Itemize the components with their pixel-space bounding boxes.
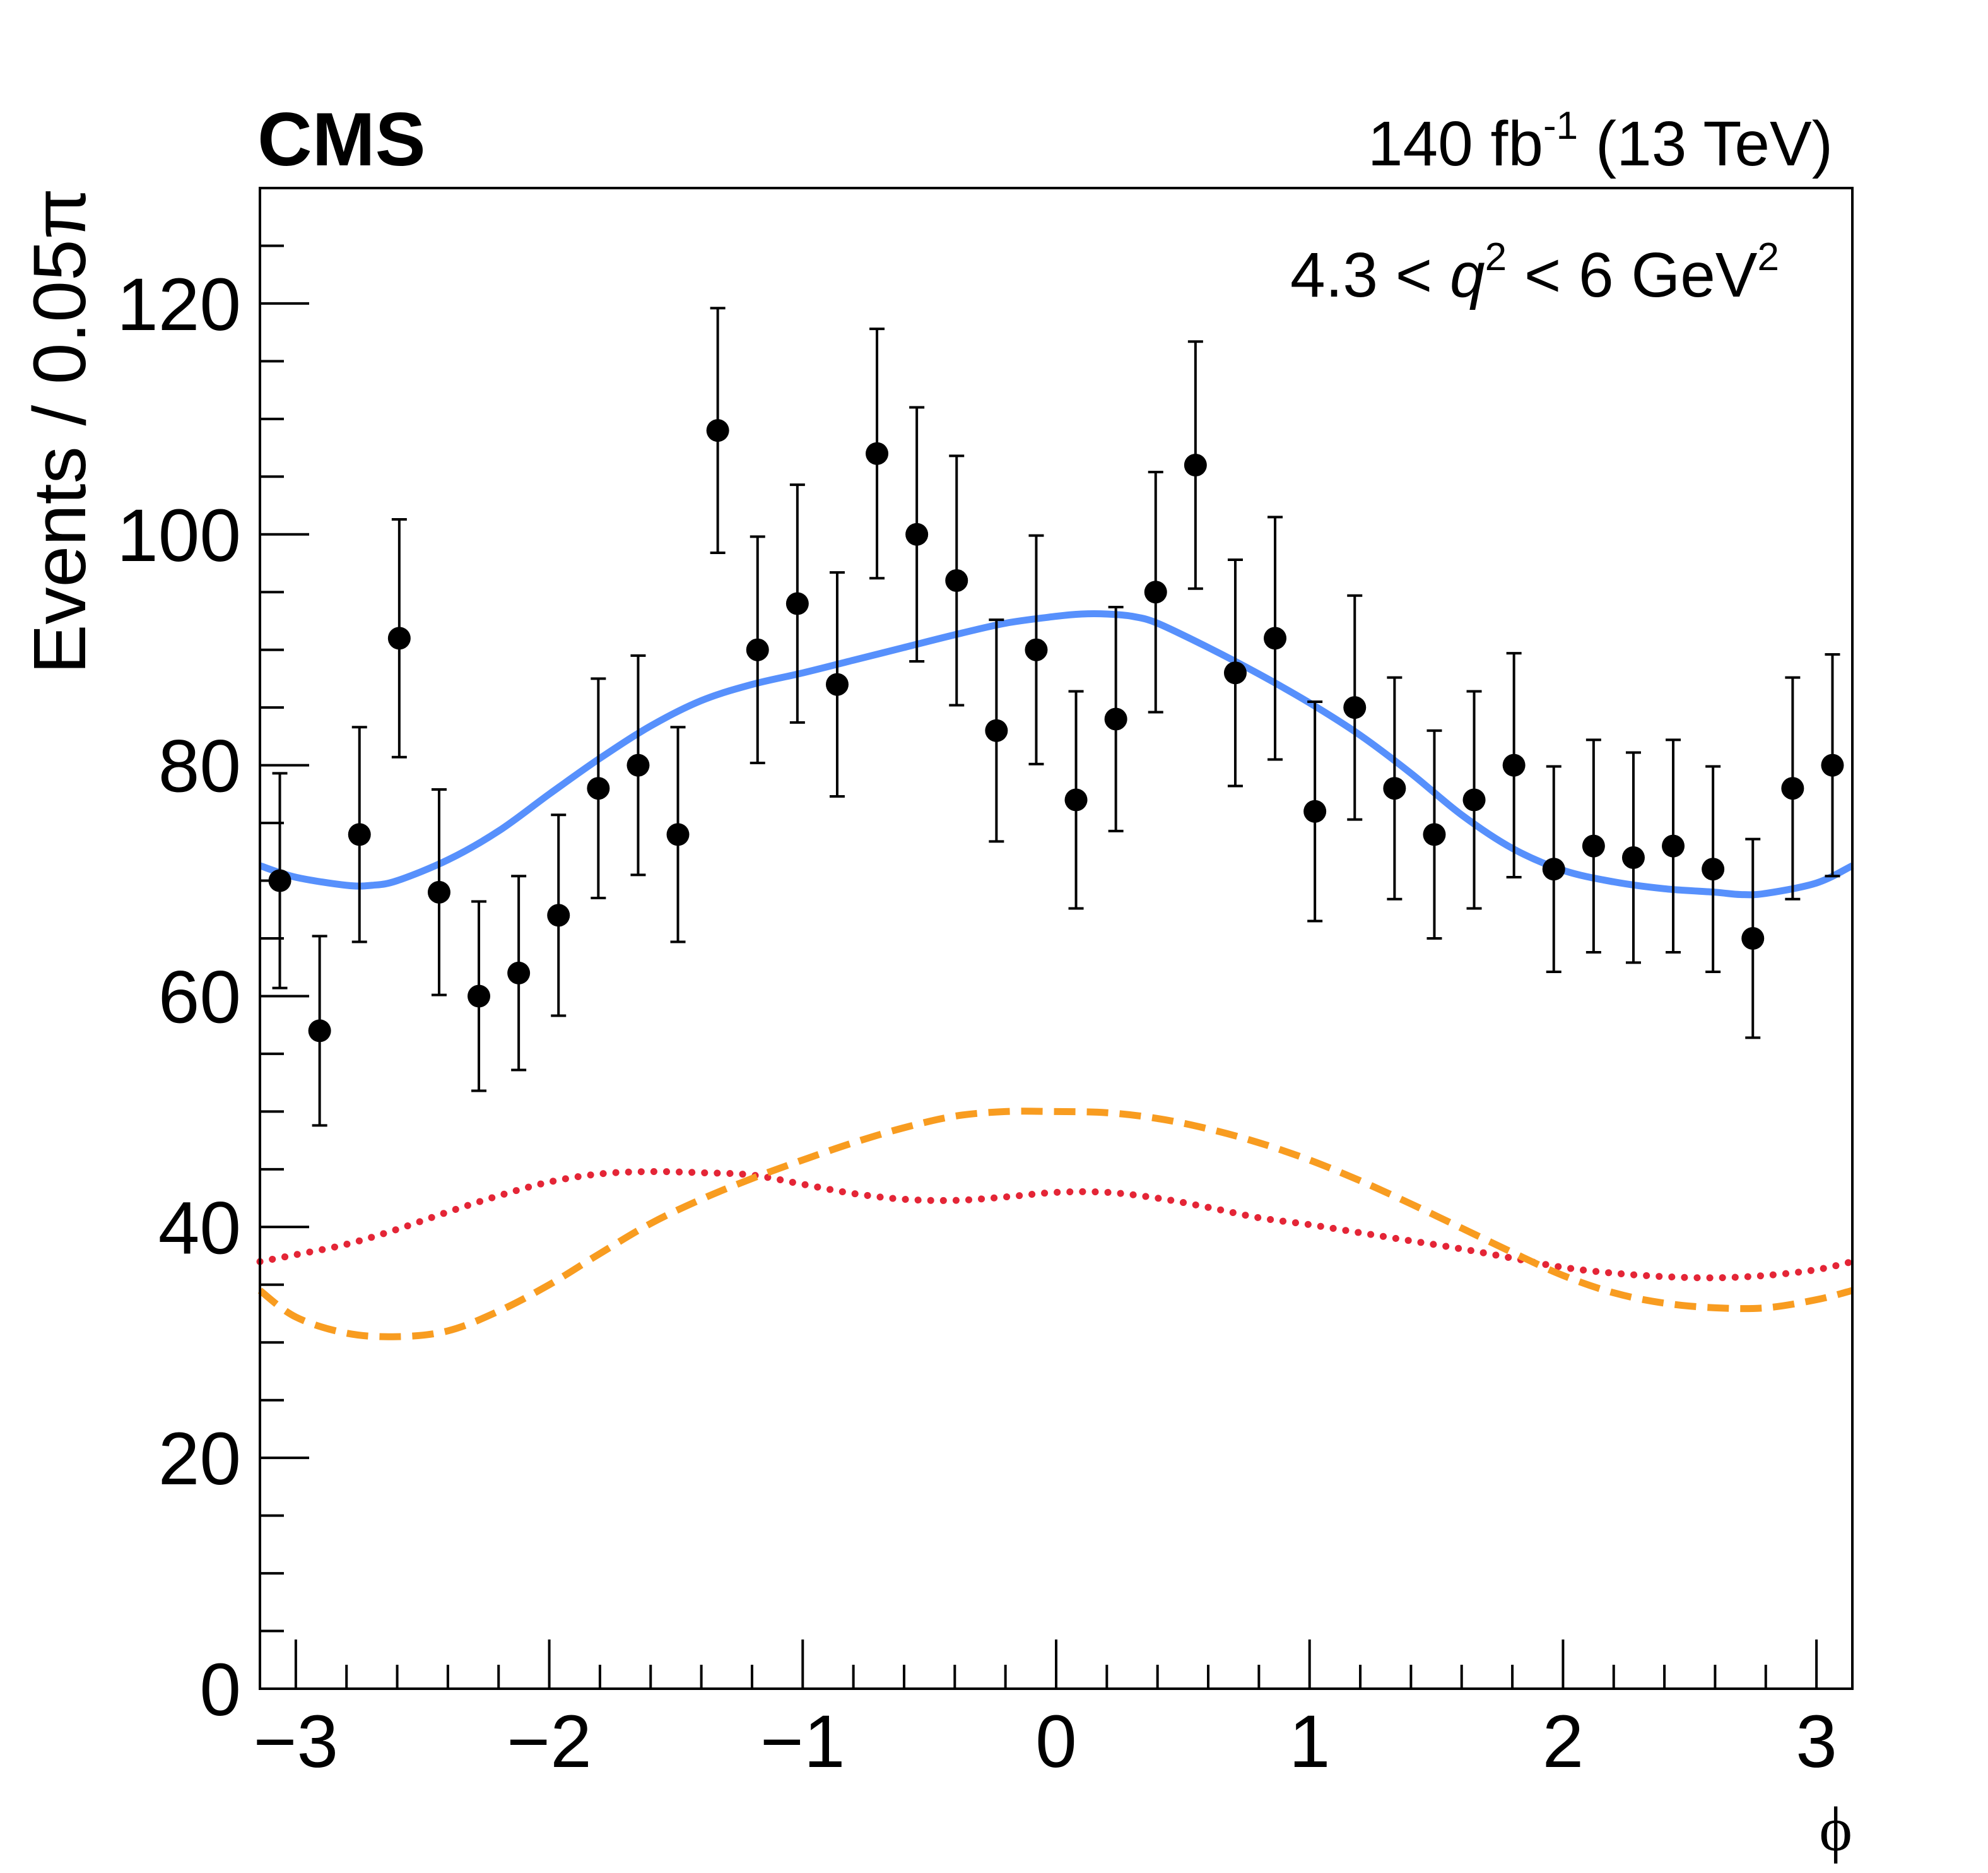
- data-marker: [985, 719, 1008, 742]
- data-marker: [1821, 754, 1844, 777]
- y-tick-label: 20: [158, 1417, 241, 1501]
- q2-unit-exponent: 2: [1758, 235, 1779, 279]
- data-marker: [1543, 858, 1565, 880]
- data-marker: [547, 904, 570, 926]
- data-marker: [1741, 927, 1764, 950]
- x-tick-label: 0: [1035, 1700, 1077, 1783]
- data-marker: [1702, 858, 1724, 880]
- energy-label: (13 TeV): [1578, 109, 1833, 179]
- q2-range-annotation: 4.3 < q2 < 6 GeV2: [1290, 235, 1779, 310]
- y-tick-label: 100: [117, 494, 241, 577]
- luminosity-label: 140 fb-1 (13 TeV): [1368, 104, 1833, 179]
- data-marker: [309, 1019, 331, 1042]
- data-marker: [1383, 777, 1406, 800]
- data-marker: [826, 673, 849, 696]
- data-marker: [587, 777, 609, 800]
- x-tick-label: −1: [760, 1700, 845, 1783]
- x-tick-label: −2: [507, 1700, 592, 1783]
- x-tick-label: 3: [1796, 1700, 1837, 1783]
- data-marker: [1144, 581, 1167, 603]
- data-marker: [626, 754, 649, 777]
- data-marker: [667, 823, 690, 846]
- data-marker: [1184, 454, 1207, 476]
- data-marker: [468, 984, 490, 1007]
- data-marker: [507, 962, 530, 984]
- data-marker: [786, 593, 809, 615]
- data-marker: [1264, 627, 1286, 649]
- data-marker: [1582, 835, 1605, 858]
- q2-range-suffix: < 6 GeV: [1507, 240, 1758, 310]
- data-marker: [1503, 754, 1526, 777]
- data-marker: [1463, 788, 1486, 811]
- y-tick-label: 0: [199, 1648, 241, 1732]
- chart: −3 −2 −1 0 1 2 3 0 20 40 60 80 100 120 ϕ Events / 0.…: [0, 0, 1988, 1873]
- data-marker: [1025, 639, 1047, 661]
- y-tick-label: 40: [158, 1186, 241, 1270]
- q2-range-prefix: 4.3 <: [1290, 240, 1450, 310]
- data-marker: [348, 823, 371, 846]
- data-marker: [269, 870, 291, 892]
- y-tick-label: 120: [117, 263, 241, 346]
- q2-variable: q: [1450, 240, 1485, 310]
- luminosity-exponent: -1: [1543, 104, 1578, 148]
- data-marker: [1662, 835, 1685, 858]
- data-marker: [1065, 788, 1088, 811]
- y-axis-label: Events / 0.05π: [18, 188, 102, 674]
- cms-logo-label: CMS: [257, 97, 426, 182]
- data-marker: [1303, 800, 1326, 823]
- q2-variable-exponent: 2: [1485, 235, 1507, 279]
- y-tick-label: 60: [158, 955, 241, 1039]
- data-marker: [1105, 707, 1127, 730]
- data-marker: [1622, 846, 1645, 869]
- data-marker: [866, 442, 888, 465]
- data-marker: [905, 523, 928, 546]
- data-marker: [1224, 661, 1247, 684]
- x-tick-label: −3: [254, 1700, 339, 1783]
- x-tick-label: 1: [1289, 1700, 1331, 1783]
- x-tick-label: 2: [1543, 1700, 1584, 1783]
- data-marker: [945, 569, 968, 592]
- luminosity-value: 140 fb: [1368, 109, 1543, 179]
- data-marker: [707, 419, 729, 442]
- y-tick-label: 80: [158, 725, 241, 808]
- data-marker: [1781, 777, 1804, 800]
- data-marker: [746, 639, 769, 661]
- data-marker: [388, 627, 411, 649]
- x-axis-label: ϕ: [1819, 1794, 1852, 1864]
- data-marker: [428, 881, 450, 904]
- data-marker: [1423, 823, 1445, 846]
- data-marker: [1343, 696, 1366, 719]
